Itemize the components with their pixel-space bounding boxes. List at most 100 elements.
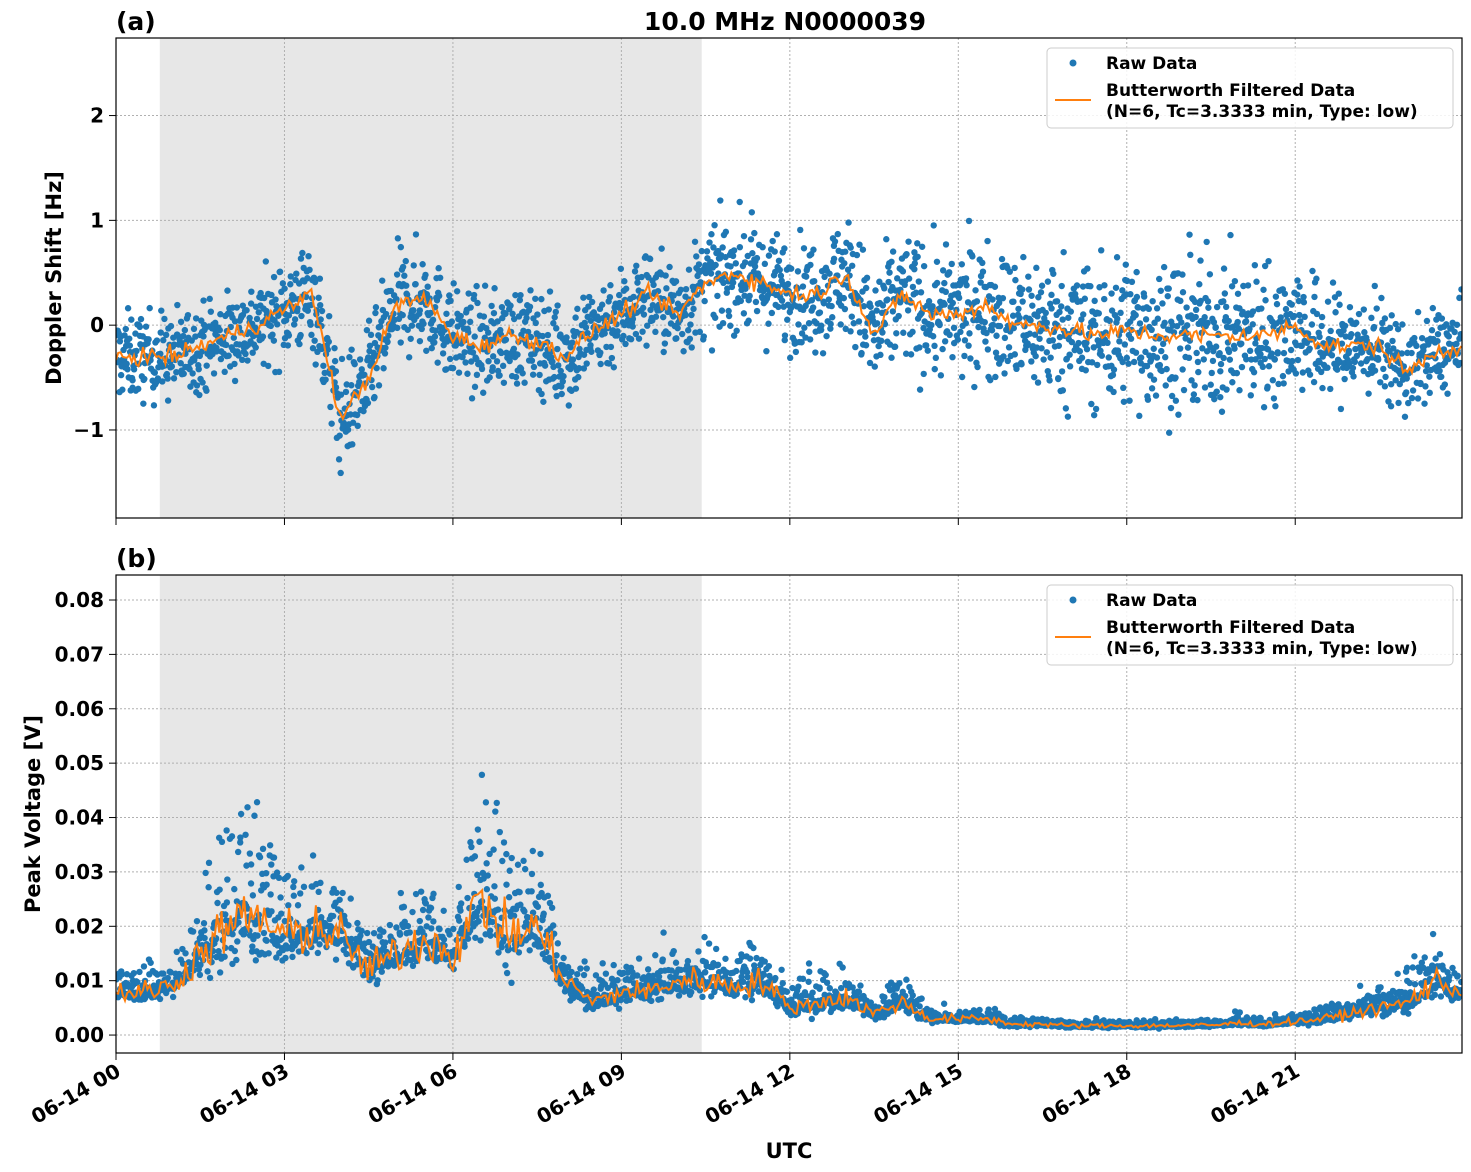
raw-data-point (215, 948, 222, 955)
raw-data-point (673, 335, 680, 342)
raw-data-point (1161, 319, 1168, 326)
raw-data-point (936, 321, 943, 329)
raw-data-point (495, 949, 502, 956)
raw-data-point (751, 229, 758, 237)
raw-data-point (135, 385, 142, 393)
raw-data-point (1159, 340, 1167, 348)
raw-data-point (1018, 361, 1025, 368)
raw-data-point (809, 304, 817, 311)
raw-data-point (476, 838, 483, 845)
legend-filtered-label: Butterworth Filtered Data (1106, 81, 1355, 101)
raw-data-point (503, 969, 511, 977)
raw-data-point (386, 298, 394, 305)
raw-data-point (682, 285, 690, 293)
raw-data-point (771, 248, 778, 255)
raw-data-point (290, 878, 298, 885)
raw-data-point (1318, 322, 1325, 330)
raw-data-point (760, 971, 768, 978)
raw-data-point (741, 259, 749, 266)
raw-data-point (1012, 276, 1019, 284)
raw-data-point (993, 332, 1000, 339)
raw-data-point (317, 301, 324, 309)
raw-data-point (167, 969, 174, 976)
raw-data-point (422, 900, 430, 907)
raw-data-point (1313, 275, 1320, 282)
raw-data-point (464, 935, 472, 942)
raw-data-point (290, 321, 298, 328)
raw-data-point (457, 900, 465, 907)
raw-data-point (905, 238, 912, 245)
raw-data-point (1209, 357, 1217, 365)
raw-data-point (1261, 355, 1268, 363)
raw-data-point (368, 383, 376, 391)
raw-data-point (407, 335, 414, 342)
raw-data-point (699, 993, 706, 1001)
raw-data-point (502, 336, 510, 343)
raw-data-point (133, 347, 140, 355)
raw-data-point (381, 350, 389, 357)
raw-data-point (548, 904, 556, 911)
raw-data-point (233, 304, 241, 311)
raw-data-point (450, 925, 457, 933)
raw-data-point (930, 222, 937, 229)
raw-data-point (1394, 325, 1402, 333)
raw-data-point (1270, 395, 1278, 402)
raw-data-point (428, 925, 435, 932)
raw-data-point (537, 850, 544, 858)
raw-data-point (537, 881, 544, 889)
raw-data-point (391, 962, 398, 969)
raw-data-point (463, 856, 470, 863)
raw-data-point (820, 300, 828, 307)
raw-data-point (207, 308, 215, 315)
raw-data-point (949, 353, 956, 361)
raw-data-point (498, 349, 505, 357)
raw-data-point (781, 336, 788, 344)
raw-data-point (216, 326, 223, 334)
raw-data-point (500, 839, 508, 846)
raw-data-point (821, 273, 828, 281)
raw-data-point (867, 303, 874, 310)
raw-data-point (1417, 380, 1424, 388)
raw-data-point (554, 345, 561, 353)
raw-data-point (124, 366, 131, 373)
raw-data-point (794, 268, 802, 275)
raw-data-point (1009, 312, 1017, 319)
raw-data-point (434, 359, 441, 366)
raw-data-point (526, 303, 534, 310)
raw-data-point (193, 382, 201, 389)
raw-data-point (471, 383, 479, 391)
raw-data-point (983, 329, 990, 337)
raw-data-point (1034, 379, 1042, 386)
raw-data-point (649, 972, 657, 980)
y-axis-label-a: Doppler Shift [Hz] (42, 171, 66, 385)
raw-data-point (520, 857, 527, 865)
raw-data-point (895, 312, 902, 320)
raw-data-point (646, 255, 654, 263)
raw-data-point (237, 839, 244, 846)
raw-data-point (212, 319, 219, 327)
raw-data-point (816, 309, 824, 316)
raw-data-point (502, 962, 509, 969)
raw-data-point (296, 340, 303, 348)
raw-data-point (1396, 380, 1403, 388)
raw-data-point (128, 316, 135, 323)
raw-data-point (1137, 354, 1145, 361)
raw-data-point (1212, 343, 1220, 350)
raw-data-point (189, 370, 196, 377)
raw-data-point (965, 342, 972, 349)
raw-data-point (349, 419, 357, 426)
raw-data-point (140, 963, 148, 970)
raw-data-point (200, 297, 207, 304)
raw-data-point (311, 337, 318, 344)
raw-data-point (584, 330, 591, 337)
raw-data-point (462, 359, 469, 366)
raw-data-point (1076, 348, 1084, 355)
raw-data-point (639, 304, 647, 312)
raw-data-point (223, 899, 231, 906)
raw-data-point (684, 957, 692, 965)
raw-data-point (763, 347, 770, 355)
raw-data-point (1296, 283, 1303, 290)
raw-data-point (386, 921, 394, 929)
raw-data-point (1212, 324, 1219, 331)
raw-data-point (807, 261, 814, 269)
